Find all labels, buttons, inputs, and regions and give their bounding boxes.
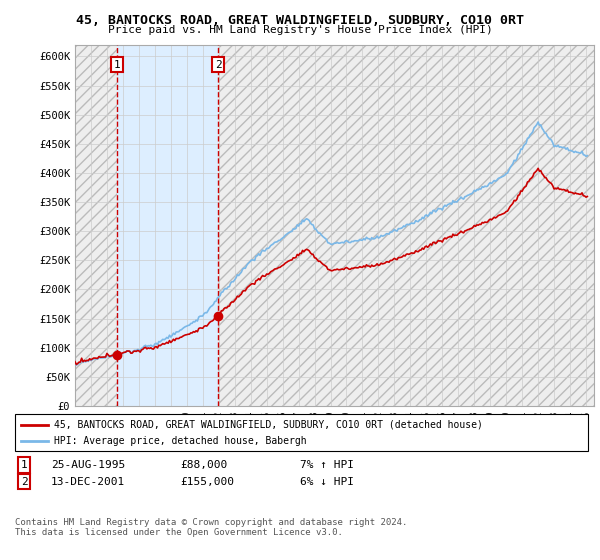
Text: Price paid vs. HM Land Registry's House Price Index (HPI): Price paid vs. HM Land Registry's House … (107, 25, 493, 35)
Text: 45, BANTOCKS ROAD, GREAT WALDINGFIELD, SUDBURY, CO10 0RT (detached house): 45, BANTOCKS ROAD, GREAT WALDINGFIELD, S… (54, 419, 483, 430)
Text: 45, BANTOCKS ROAD, GREAT WALDINGFIELD, SUDBURY, CO10 0RT: 45, BANTOCKS ROAD, GREAT WALDINGFIELD, S… (76, 14, 524, 27)
Text: HPI: Average price, detached house, Babergh: HPI: Average price, detached house, Babe… (54, 436, 307, 446)
Bar (117, 45, 218, 406)
Text: 7% ↑ HPI: 7% ↑ HPI (300, 460, 354, 470)
Text: 6% ↓ HPI: 6% ↓ HPI (300, 477, 354, 487)
Text: 2: 2 (215, 60, 221, 69)
Text: 1: 1 (114, 60, 121, 69)
Text: 1: 1 (20, 460, 28, 470)
Text: £88,000: £88,000 (180, 460, 227, 470)
Text: 2: 2 (20, 477, 28, 487)
Text: 13-DEC-2001: 13-DEC-2001 (51, 477, 125, 487)
Text: Contains HM Land Registry data © Crown copyright and database right 2024.
This d: Contains HM Land Registry data © Crown c… (15, 518, 407, 538)
Text: £155,000: £155,000 (180, 477, 234, 487)
Bar (75, 45, 594, 406)
Text: 25-AUG-1995: 25-AUG-1995 (51, 460, 125, 470)
